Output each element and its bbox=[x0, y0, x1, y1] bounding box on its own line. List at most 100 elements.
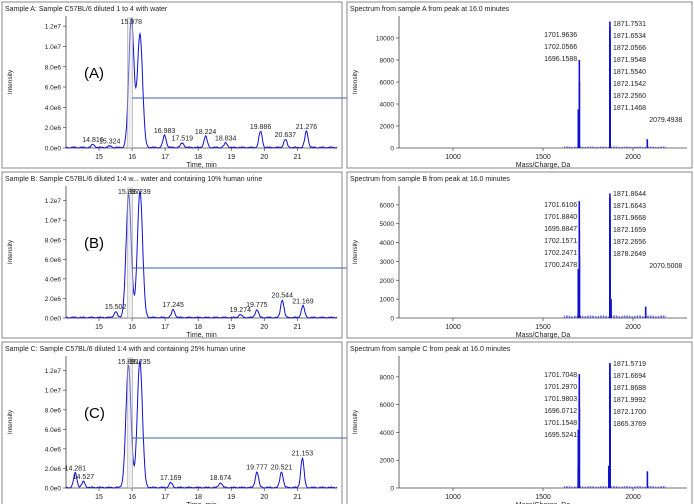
panel-frame bbox=[346, 341, 693, 504]
peak-label: 20.521 bbox=[271, 464, 293, 471]
x-tick-label: 16 bbox=[128, 154, 136, 161]
peak-label: 21.169 bbox=[292, 298, 314, 305]
y-tick-label: 8.0e6 bbox=[45, 407, 62, 414]
y-tick-label: 8000 bbox=[380, 374, 395, 381]
mass-label: 1872.0566 bbox=[613, 45, 646, 52]
mass-label: 2070.5008 bbox=[649, 263, 682, 270]
panel-spectrum-3: Spectrum from sample C from peak at 16.0… bbox=[346, 341, 693, 504]
mass-label: 1871.5719 bbox=[613, 361, 646, 368]
mass-label: 1701.9636 bbox=[544, 32, 577, 39]
y-tick-label: 5000 bbox=[380, 221, 395, 228]
mass-label: 1872.1542 bbox=[613, 81, 646, 88]
mass-label: 1871.6643 bbox=[613, 203, 646, 210]
y-tick-label: 8.0e6 bbox=[45, 237, 62, 244]
peak-label: 15.897 bbox=[118, 189, 140, 196]
x-axis-label: Time, min bbox=[186, 162, 217, 169]
x-tick-label: 2000 bbox=[625, 494, 641, 501]
y-tick-label: 1.0e7 bbox=[45, 218, 62, 225]
panel-title: Sample A: Sample C57BL/6 diluted 1 to 4 … bbox=[5, 6, 168, 13]
mass-label: 1871.6534 bbox=[613, 33, 646, 40]
chromatogram-trace bbox=[65, 17, 338, 149]
selected-peak-band bbox=[127, 187, 134, 319]
panel-spectrum-2: Spectrum from sample B from peak at 16.0… bbox=[346, 171, 693, 339]
y-tick-label: 0.0e0 bbox=[45, 486, 62, 493]
peak-label: 17.519 bbox=[172, 135, 194, 142]
peak-label: 18.224 bbox=[195, 129, 217, 136]
panel-frame bbox=[346, 1, 693, 169]
y-tick-label: 6.0e6 bbox=[45, 257, 62, 264]
peak-label: 19.775 bbox=[246, 302, 268, 309]
x-tick-label: 1500 bbox=[535, 494, 551, 501]
mass-label: 1871.1468 bbox=[613, 105, 646, 112]
x-tick-label: 2000 bbox=[625, 154, 641, 161]
panel-frame bbox=[1, 341, 343, 504]
y-tick-label: 6.0e6 bbox=[45, 85, 62, 92]
x-tick-label: 20 bbox=[260, 494, 268, 501]
panel-chromatogram-3: Sample C: Sample C57BL/6 diluted 1:4 wit… bbox=[1, 341, 343, 504]
panel-chromatogram-1: Sample A: Sample C57BL/6 diluted 1 to 4 … bbox=[1, 1, 343, 169]
y-tick-label: 6000 bbox=[380, 402, 395, 409]
x-tick-label: 15 bbox=[95, 154, 103, 161]
y-tick-label: 8000 bbox=[380, 58, 395, 65]
mass-label: 1696.1588 bbox=[544, 56, 577, 63]
y-axis-label: Intensity bbox=[352, 239, 359, 264]
peak-label: 21.276 bbox=[296, 124, 318, 131]
peak-label: 17.245 bbox=[163, 302, 185, 309]
x-tick-label: 1000 bbox=[445, 494, 461, 501]
x-axis-label: Mass/Charge, Da bbox=[516, 502, 571, 504]
mass-label: 1702.1571 bbox=[544, 238, 577, 245]
x-tick-label: 16 bbox=[128, 324, 136, 331]
x-tick-label: 18 bbox=[194, 154, 202, 161]
x-tick-label: 1000 bbox=[445, 154, 461, 161]
y-tick-label: 2.0e6 bbox=[45, 466, 62, 473]
mass-label: 1872.2656 bbox=[613, 239, 646, 246]
x-axis-label: Time, min bbox=[186, 502, 217, 504]
mass-label: 1872.1659 bbox=[613, 227, 646, 234]
x-tick-label: 17 bbox=[161, 494, 169, 501]
y-tick-label: 1.2e7 bbox=[45, 198, 62, 205]
x-tick-label: 2000 bbox=[625, 324, 641, 331]
peak-label: 18.834 bbox=[215, 135, 237, 142]
mass-label: 1701.2970 bbox=[544, 384, 577, 391]
panel-title: Spectrum from sample A from peak at 16.0… bbox=[350, 6, 510, 13]
y-tick-label: 1.0e7 bbox=[45, 388, 62, 395]
x-tick-label: 17 bbox=[161, 154, 169, 161]
mass-label: 1695.5241 bbox=[544, 432, 577, 439]
mass-label: 1701.9803 bbox=[544, 396, 577, 403]
y-tick-label: 4.0e6 bbox=[45, 276, 62, 283]
y-axis-label: Intensity bbox=[7, 239, 14, 264]
mass-label: 1871.9548 bbox=[613, 57, 646, 64]
y-tick-label: 2000 bbox=[380, 278, 395, 285]
panel-chromatogram-2: Sample B: Sample C57BL/6 diluted 1:4 w..… bbox=[1, 171, 343, 339]
y-axis-label: Intensity bbox=[7, 409, 14, 434]
y-tick-label: 3000 bbox=[380, 259, 395, 266]
peak-label: 17.169 bbox=[160, 475, 182, 482]
peak-label: 20.637 bbox=[275, 132, 297, 139]
peak-label: 19.777 bbox=[246, 464, 268, 471]
y-tick-label: 0 bbox=[390, 146, 394, 153]
y-axis-label: Intensity bbox=[352, 409, 359, 434]
mass-label: 1871.9992 bbox=[613, 397, 646, 404]
mass-label: 1871.8688 bbox=[613, 385, 646, 392]
peak-label: 19.886 bbox=[250, 124, 272, 131]
x-tick-label: 21 bbox=[293, 494, 301, 501]
y-tick-label: 4.0e6 bbox=[45, 446, 62, 453]
mass-label: 1701.6106 bbox=[544, 202, 577, 209]
peak-label: 14.527 bbox=[73, 474, 95, 481]
y-tick-label: 2000 bbox=[380, 458, 395, 465]
x-tick-label: 20 bbox=[260, 154, 268, 161]
peak-label: 15.978 bbox=[121, 19, 143, 26]
mass-label: 1701.8840 bbox=[544, 214, 577, 221]
x-tick-label: 19 bbox=[227, 494, 235, 501]
mass-label: 1700.2478 bbox=[544, 262, 577, 269]
peak-label: 16.235 bbox=[129, 359, 151, 366]
mass-label: 1865.3769 bbox=[613, 421, 646, 428]
chromatogram-trace bbox=[65, 359, 338, 489]
peak-label: 21.153 bbox=[292, 451, 314, 458]
x-tick-label: 18 bbox=[194, 324, 202, 331]
x-tick-label: 18 bbox=[194, 494, 202, 501]
mass-label: 1701.7048 bbox=[544, 372, 577, 379]
y-tick-label: 2000 bbox=[380, 124, 395, 131]
mass-label: 1702.0566 bbox=[544, 44, 577, 51]
x-tick-label: 1500 bbox=[535, 154, 551, 161]
